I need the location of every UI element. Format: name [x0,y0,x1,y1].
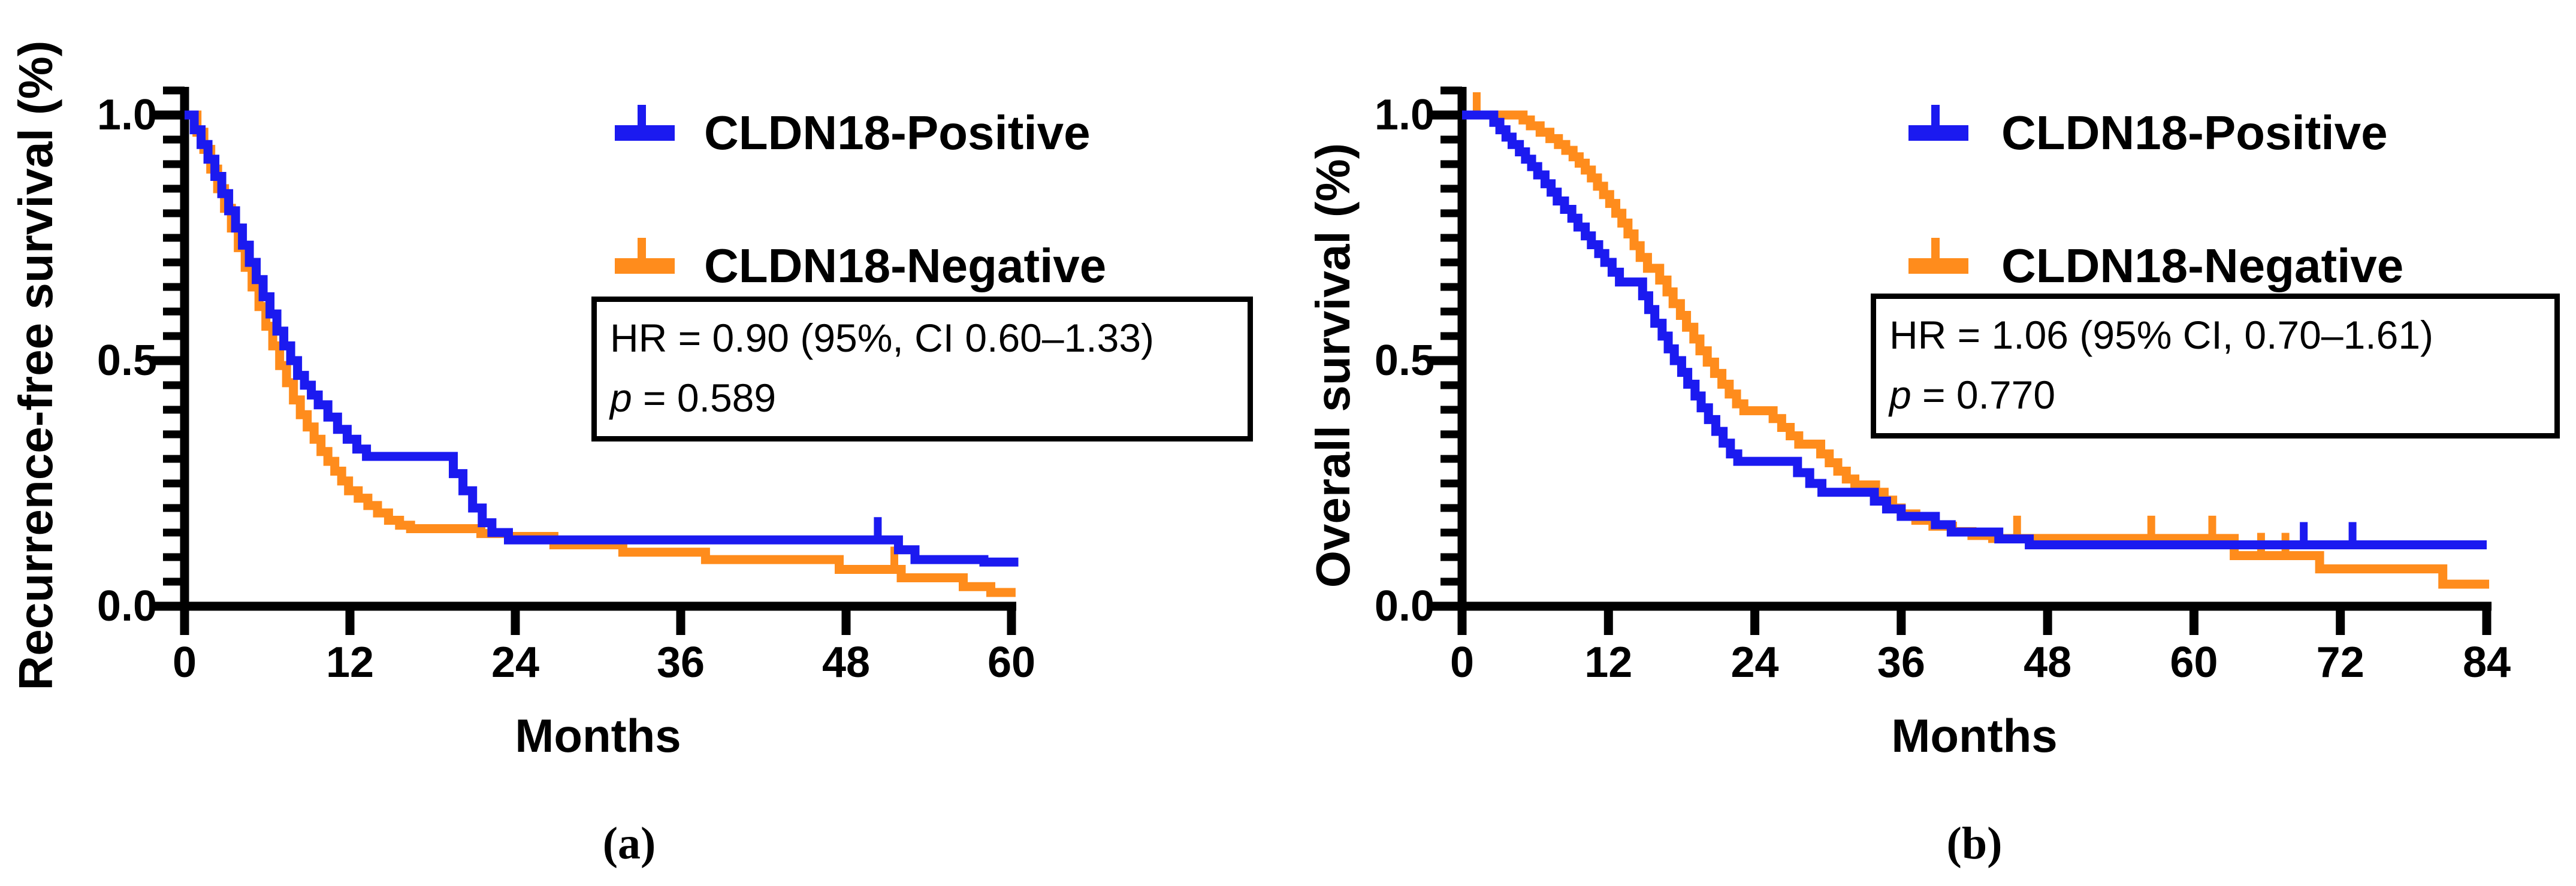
panel-caption-a: (a) [602,818,656,869]
y-tick-label-a: 1.0 [96,91,157,139]
hr-annotation-box-panel-a: HR = 0.90 (95%, CI 0.60–1.33) p = 0.589 [591,297,1253,442]
y-tick-label-b: 0.5 [1374,337,1435,385]
p-value: = 0.589 [632,376,777,420]
x-tick-label-b: 24 [1731,639,1779,687]
legend-label-negative-panel-a: CLDN18-Negative [704,239,1107,292]
x-tick-label-b: 48 [2024,639,2072,687]
p-value-line: p = 0.770 [1889,365,2542,425]
legend-label-positive-panel-b: CLDN18-Positive [2001,106,2388,159]
x-axis-title-panel-b: Months [1891,709,2058,762]
x-tick-label-b: 84 [2462,639,2511,687]
legend-swatch-negative-panel-b [1908,238,1968,274]
x-tick-label-a: 24 [491,639,540,687]
p-value: = 0.770 [1911,373,2056,417]
km-curve-positive-b [1462,110,2487,549]
legend-swatch-positive-panel-b [1908,105,1968,141]
hr-annotation-line1: HR = 1.06 (95% CI, 0.70–1.61) [1889,313,2434,357]
p-symbol: p [610,376,632,420]
censor-tick-icon [1931,105,1940,126]
x-tick-label-b: 12 [1584,639,1633,687]
censor-tick-icon [1931,238,1940,259]
legend-label-negative-panel-b: CLDN18-Negative [2001,239,2404,292]
y-tick-label-a: 0.0 [96,582,157,630]
hr-annotation-line1: HR = 0.90 (95%, CI 0.60–1.33) [610,316,1155,360]
x-tick-label-a: 36 [656,639,705,687]
x-tick-label-a: 12 [325,639,375,687]
x-tick-label-b: 36 [1877,639,1925,687]
x-tick-label-a: 60 [987,639,1036,687]
panel-caption-b: (b) [1946,818,2003,869]
x-axis-title-panel-a: Months [515,709,681,762]
p-value-line: p = 0.589 [610,368,1236,428]
legend-swatch-negative-panel-a [615,238,675,274]
x-tick-label-a: 0 [172,639,197,687]
km-curve-positive-a [185,110,1019,567]
y-tick-label-b: 1.0 [1374,91,1435,139]
x-tick-label-b: 0 [1449,639,1475,687]
p-symbol: p [1889,373,1911,417]
y-tick-label-a: 0.5 [96,337,157,385]
x-tick-label-a: 48 [822,639,871,687]
censor-tick-icon [638,105,646,126]
legend-swatch-positive-panel-a [615,105,675,141]
hr-annotation-box-panel-b: HR = 1.06 (95% CI, 0.70–1.61) p = 0.770 [1871,294,2560,439]
x-tick-label-b: 60 [2170,639,2218,687]
censor-tick-icon [638,238,646,259]
x-tick-label-b: 72 [2316,639,2364,687]
y-tick-label-b: 0.0 [1374,582,1435,630]
legend-label-positive-panel-a: CLDN18-Positive [704,106,1091,159]
